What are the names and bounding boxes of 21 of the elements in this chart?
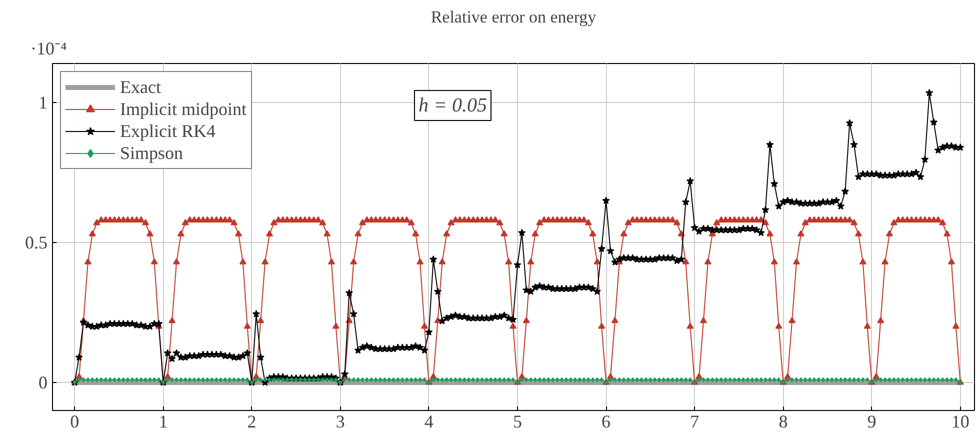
x-tick-label: 8 bbox=[778, 412, 788, 432]
x-tick-label: 10 bbox=[951, 412, 970, 432]
x-tick-label: 3 bbox=[336, 412, 345, 432]
x-tick-label: 2 bbox=[247, 412, 256, 432]
x-tick-label: 7 bbox=[690, 412, 700, 432]
legend-label: Simpson bbox=[120, 142, 184, 164]
x-tick-label: 5 bbox=[512, 412, 522, 432]
text: ·10⁻⁴ bbox=[30, 38, 67, 58]
y-tick-label: 0.5 bbox=[25, 232, 48, 253]
x-tick-label: 0 bbox=[70, 412, 80, 432]
legend-label: Explicit RK4 bbox=[120, 120, 216, 142]
x-tick-label: 1 bbox=[158, 412, 168, 432]
y-tick-label: 0 bbox=[38, 372, 48, 393]
legend-label: Implicit midpoint bbox=[120, 98, 246, 120]
legend-label: Exact bbox=[120, 76, 161, 98]
y-tick-label: 1 bbox=[38, 92, 48, 113]
x-tick-label: 4 bbox=[424, 412, 434, 432]
chart-title: Relative error on energy bbox=[430, 8, 597, 26]
x-tick-label: 6 bbox=[602, 412, 611, 432]
annotation: h = 0.05 bbox=[418, 94, 487, 116]
x-tick-label: 9 bbox=[867, 412, 876, 432]
